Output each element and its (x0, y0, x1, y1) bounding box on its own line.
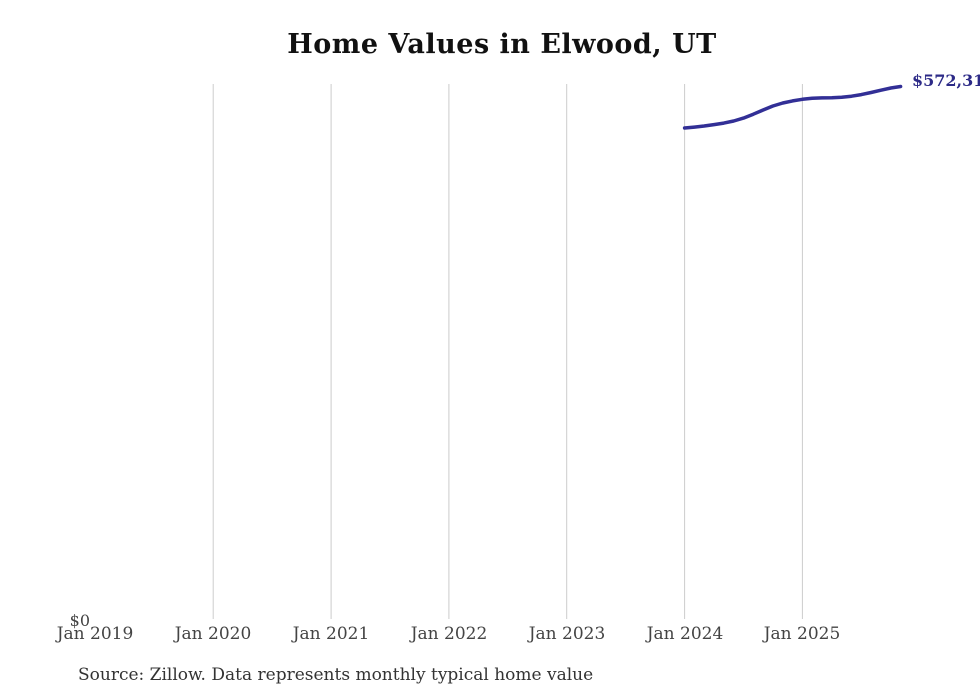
x-tick-label-2025: Jan 2025 (763, 624, 841, 644)
home-value-line (682, 84, 903, 130)
x-tick-label-2023: Jan 2023 (528, 624, 606, 644)
chart-title: Home Values in Elwood, UT (287, 29, 717, 60)
source-note: Source: Zillow. Data represents monthly … (78, 665, 594, 685)
latest-value-label: $572,312 (912, 71, 980, 90)
x-tick-label-2019: Jan 2019 (56, 624, 134, 644)
x-tick-label-2022: Jan 2022 (410, 624, 488, 644)
y-axis-zero-label: $0 (69, 611, 90, 630)
x-tick-label-2021: Jan 2021 (292, 624, 370, 644)
x-tick-label-2024: Jan 2024 (646, 624, 724, 644)
x-tick-label-2020: Jan 2020 (174, 624, 252, 644)
